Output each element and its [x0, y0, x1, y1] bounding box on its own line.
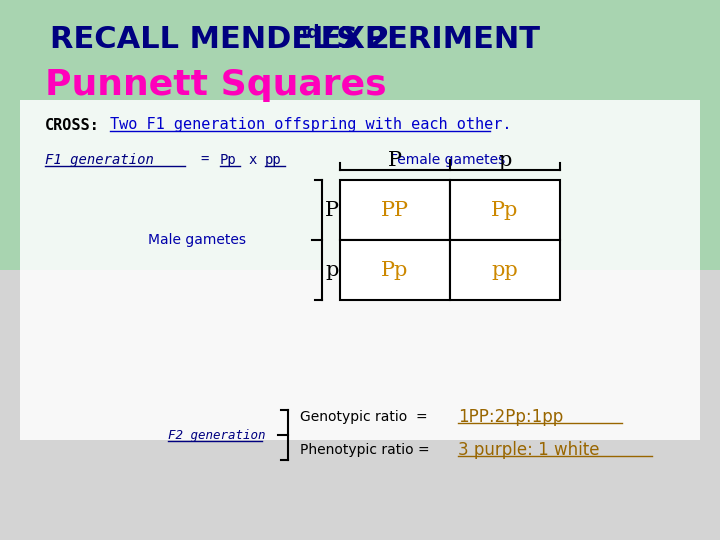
Text: RECALL MENDEL’S 2: RECALL MENDEL’S 2: [50, 25, 390, 55]
Text: Pp: Pp: [382, 260, 409, 280]
Text: F1 generation: F1 generation: [45, 153, 154, 167]
Text: Two F1 generation offspring with each other.: Two F1 generation offspring with each ot…: [110, 118, 511, 132]
Bar: [450, 240, 560, 300]
Text: EXPERIMENT: EXPERIMENT: [310, 25, 540, 55]
Text: Pp: Pp: [220, 153, 237, 167]
FancyBboxPatch shape: [20, 100, 700, 440]
Text: Male gametes: Male gametes: [148, 233, 246, 247]
Text: 3 purple: 1 white: 3 purple: 1 white: [458, 441, 600, 459]
Text: P: P: [325, 200, 339, 219]
Text: pp: pp: [265, 153, 282, 167]
Text: pp: pp: [492, 260, 518, 280]
Text: Phenotypic ratio =: Phenotypic ratio =: [300, 443, 430, 457]
Text: PP: PP: [381, 200, 409, 219]
Text: nd: nd: [295, 24, 320, 42]
Text: x: x: [248, 153, 256, 167]
Bar: [340, 240, 450, 300]
Text: Punnett Squares: Punnett Squares: [45, 68, 387, 102]
Text: F2 generation: F2 generation: [168, 429, 266, 442]
Bar: [340, 180, 450, 240]
Text: Genotypic ratio  =: Genotypic ratio =: [300, 410, 428, 424]
Text: Pp: Pp: [491, 200, 518, 219]
Text: P: P: [388, 151, 402, 170]
Text: Female gametes: Female gametes: [390, 153, 505, 167]
Text: CROSS:: CROSS:: [45, 118, 100, 132]
Text: =: =: [200, 153, 208, 167]
Text: 1PP:2Pp:1pp: 1PP:2Pp:1pp: [458, 408, 563, 426]
Text: p: p: [325, 260, 338, 280]
Bar: [450, 180, 560, 240]
FancyBboxPatch shape: [0, 270, 720, 540]
Text: p: p: [498, 151, 512, 170]
FancyBboxPatch shape: [0, 0, 720, 270]
